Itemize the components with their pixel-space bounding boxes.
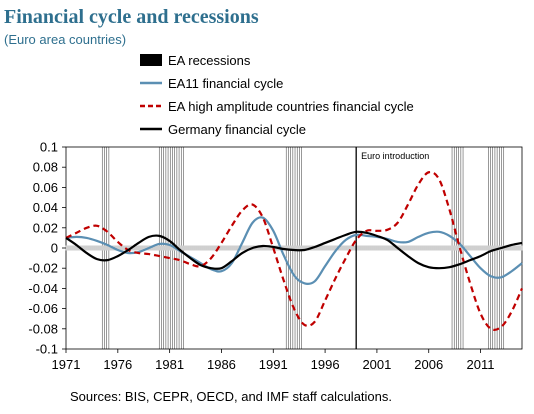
series-lines [65,170,524,331]
series-line-germany-financial-cycle [65,230,523,270]
y-tick-label: 0.06 [33,180,58,195]
y-tick-label: 0 [51,241,58,256]
x-tick-label: 1971 [52,357,81,372]
x-tick-label: 2001 [362,357,391,372]
y-tick-label: -0.04 [28,281,58,296]
chart-title: Financial cycle and recessions [4,6,259,28]
x-tick-label: 1981 [155,357,184,372]
legend-label-germany-financial-cycle: Germany financial cycle [168,122,306,137]
x-tick-label: 1996 [311,357,340,372]
x-tick-label: 1991 [259,357,288,372]
axes: -0.1 -0.08 -0.06 -0.04 -0.02 0 0.02 0.04 0.06 0.0… [28,140,523,372]
annotation: Euro introduction [355,147,429,349]
x-tick-label: 1986 [207,357,236,372]
y-tick-label: 0.02 [33,220,58,235]
y-tick-label: 0.08 [33,160,58,175]
source-note: Sources: BIS, CEPR, OECD, and IMF staff … [70,389,392,404]
x-tick-label: 2011 [467,357,495,372]
euro-introduction-label: Euro introduction [361,151,429,161]
legend-swatch-ea-recessions [140,54,162,66]
series-line-ea11-financial-cycle [65,216,523,286]
y-tick-label: -0.08 [28,321,58,336]
y-tick-label: 0.04 [33,200,58,215]
series-line-ea-high-amplitude-countries-financial-cycle [65,170,524,331]
x-tick-label: 1976 [103,357,132,372]
y-tick-label: -0.06 [28,301,58,316]
y-tick-label: -0.02 [28,261,58,276]
chart-subtitle: (Euro area countries) [4,32,127,47]
x-tick-label: 2006 [414,357,443,372]
y-tick-label: -0.1 [36,342,58,357]
legend-label-ea11-financial-cycle: EA11 financial cycle [168,76,283,91]
y-tick-label: 0.1 [40,140,58,155]
legend-label-ea-recessions: EA recessions [168,53,251,68]
legend-label-ea-high-amplitude-countries-financial-cycle: EA high amplitude countries financial cy… [168,99,414,114]
legend: EA recessions EA11 financial cycle EA high… [140,53,414,137]
